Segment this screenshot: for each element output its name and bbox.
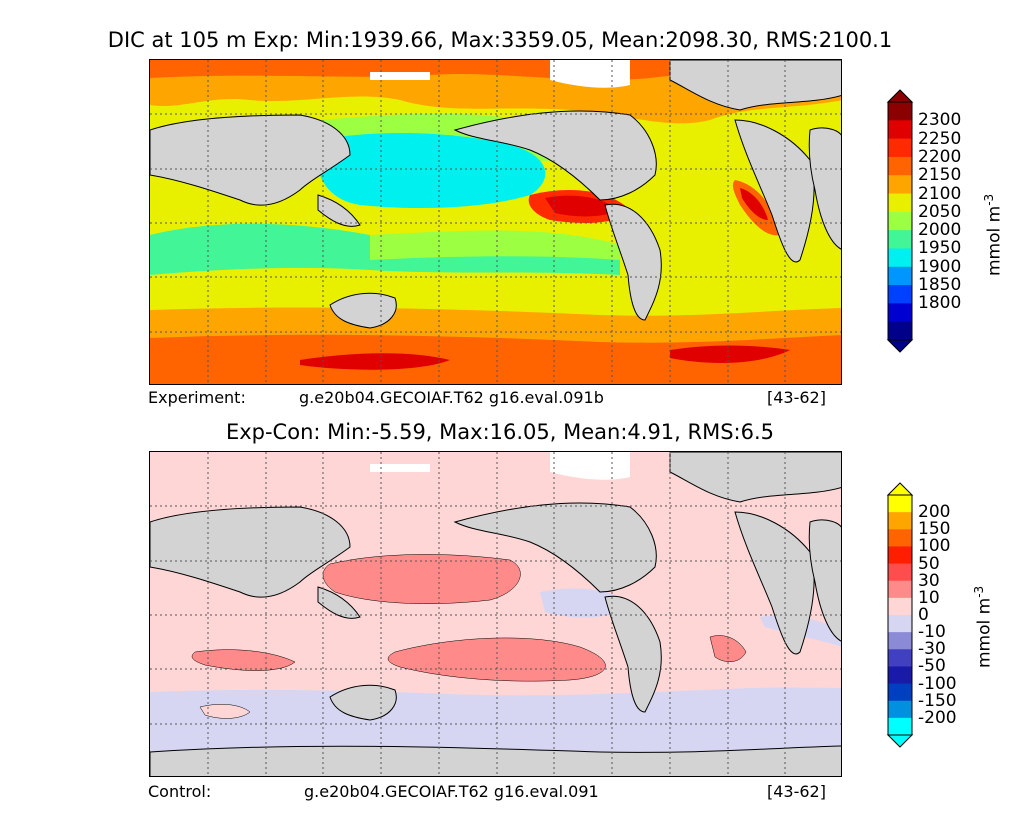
bottom_panel-colorbar-swatch — [888, 546, 912, 565]
bottom_panel-colorbar-swatch — [888, 700, 912, 719]
top-caption-label: Experiment: — [148, 388, 246, 407]
bottom_panel-colorbar-swatch — [888, 632, 912, 650]
bottom_panel-colorbar-swatch — [888, 495, 912, 513]
top_panel-colorbar-swatch — [888, 211, 912, 231]
bottom_panel-colorbar-swatch — [888, 563, 912, 582]
top-caption-years: [43-62] — [767, 388, 826, 407]
bottom-map-field — [150, 452, 841, 776]
bottom_panel-colorbar-tick-label: -30 — [918, 639, 946, 660]
top_panel-colorbar-swatch — [888, 303, 912, 323]
bottom-colorbar-unit: mmol m-3 — [972, 586, 995, 668]
top-colorbar — [886, 89, 914, 353]
top_panel-colorbar-swatch — [888, 285, 912, 304]
bottom-grid — [150, 452, 841, 776]
bottom_panel-colorbar-swatch — [888, 615, 912, 633]
top-land — [150, 60, 841, 329]
bottom-ice — [370, 452, 630, 480]
bottom-unit-base: mmol m — [974, 597, 995, 668]
top_panel-colorbar-frame — [887, 101, 913, 341]
bottom_panel-colorbar-swatch — [888, 666, 912, 685]
top_panel-colorbar-tick-label: 1800 — [918, 293, 962, 314]
top-unit-exp: -3 — [982, 193, 996, 206]
top_panel-colorbar-swatch — [888, 138, 912, 158]
top_panel-colorbar-swatch — [888, 230, 912, 249]
top_panel-colorbar-tick-label: 2200 — [918, 146, 962, 167]
bottom_panel-colorbar-frame — [887, 494, 913, 736]
top_panel-colorbar-tick-label: 1850 — [918, 275, 962, 296]
top_panel-colorbar-tick-label: 1950 — [918, 238, 962, 259]
top_panel-colorbar-swatch — [888, 321, 912, 341]
bottom-caption-case: g.e20b04.GECOIAF.T62 g16.eval.091 — [304, 782, 599, 801]
bottom-panel-title: Exp-Con: Min:-5.59, Max:16.05, Mean:4.91… — [225, 420, 775, 444]
bottom_panel-colorbar-tick-label: 50 — [918, 553, 940, 574]
top_panel-colorbar-tick-label: 2150 — [918, 165, 962, 186]
bottom-caption-years: [43-62] — [767, 782, 826, 801]
top_panel-colorbar-tick-label: 2100 — [918, 183, 962, 204]
bottom_panel-colorbar-min-arrow — [886, 734, 914, 748]
top-unit-base: mmol m — [984, 205, 1005, 276]
top_panel-colorbar-max-arrow — [886, 89, 914, 103]
bottom_panel-colorbar-tick-label: -200 — [918, 707, 957, 728]
top_panel-colorbar-swatch — [888, 193, 912, 213]
top_panel-colorbar-tick-label: 1900 — [918, 256, 962, 277]
bottom-caption-label: Control: — [148, 782, 212, 801]
top-panel-title: DIC at 105 m Exp: Min:1939.66, Max:3359.… — [107, 28, 893, 52]
bottom_panel-colorbar-tick-label: 10 — [918, 587, 940, 608]
bottom_panel-colorbar-tick-label: 150 — [918, 519, 951, 540]
top_panel-colorbar-tick-label: 2000 — [918, 220, 962, 241]
top_panel-colorbar-swatch — [888, 156, 912, 176]
bottom_panel-colorbar-tick-label: 0 — [918, 605, 929, 625]
bottom_panel-colorbar-swatch — [888, 649, 912, 667]
bottom_panel-colorbar-swatch — [888, 683, 912, 702]
top-ice — [370, 60, 630, 88]
top_panel-colorbar-swatch — [888, 102, 912, 121]
bottom-land — [150, 452, 841, 776]
top_panel-colorbar-min-arrow — [886, 339, 914, 353]
top_panel-colorbar-tick-label: 2300 — [918, 110, 962, 131]
top_panel-colorbar-tick-label: 2250 — [918, 128, 962, 149]
top_panel-colorbar-swatch — [888, 266, 912, 286]
bottom_panel-colorbar-tick-label: 30 — [918, 570, 940, 591]
top_panel-colorbar-swatch — [888, 175, 912, 195]
bottom_panel-colorbar-swatch — [888, 597, 912, 616]
top-map — [149, 59, 842, 385]
bottom_panel-colorbar-tick-label: 200 — [918, 502, 951, 523]
bottom_panel-colorbar-swatch — [888, 529, 912, 547]
top-colorbar-unit: mmol m-3 — [982, 194, 1005, 276]
bottom-colorbar — [886, 482, 914, 748]
bottom-colorbar-swatches — [886, 482, 914, 748]
bottom_panel-colorbar-swatch — [888, 580, 912, 599]
top-colorbar-swatches — [886, 89, 914, 353]
top-caption-case: g.e20b04.GECOIAF.T62 g16.eval.091b — [299, 388, 604, 407]
bottom_panel-colorbar-max-arrow — [886, 482, 914, 496]
bottom_panel-colorbar-swatch — [888, 512, 912, 530]
top_panel-colorbar-swatch — [888, 120, 912, 140]
bottom-unit-exp: -3 — [972, 585, 986, 598]
bottom-map — [149, 451, 842, 777]
bottom_panel-colorbar-tick-label: -100 — [918, 673, 957, 694]
top_panel-colorbar-swatch — [888, 248, 912, 268]
bottom_panel-colorbar-tick-label: -50 — [918, 656, 946, 677]
bottom_panel-colorbar-swatch — [888, 717, 912, 736]
top_panel-colorbar-tick-label: 2050 — [918, 201, 962, 222]
bottom_panel-colorbar-tick-label: -150 — [918, 690, 957, 711]
top-grid — [150, 60, 841, 384]
top-map-field — [150, 60, 841, 384]
bottom_panel-colorbar-tick-label: 100 — [918, 536, 951, 557]
bottom_panel-colorbar-tick-label: -10 — [918, 622, 946, 643]
